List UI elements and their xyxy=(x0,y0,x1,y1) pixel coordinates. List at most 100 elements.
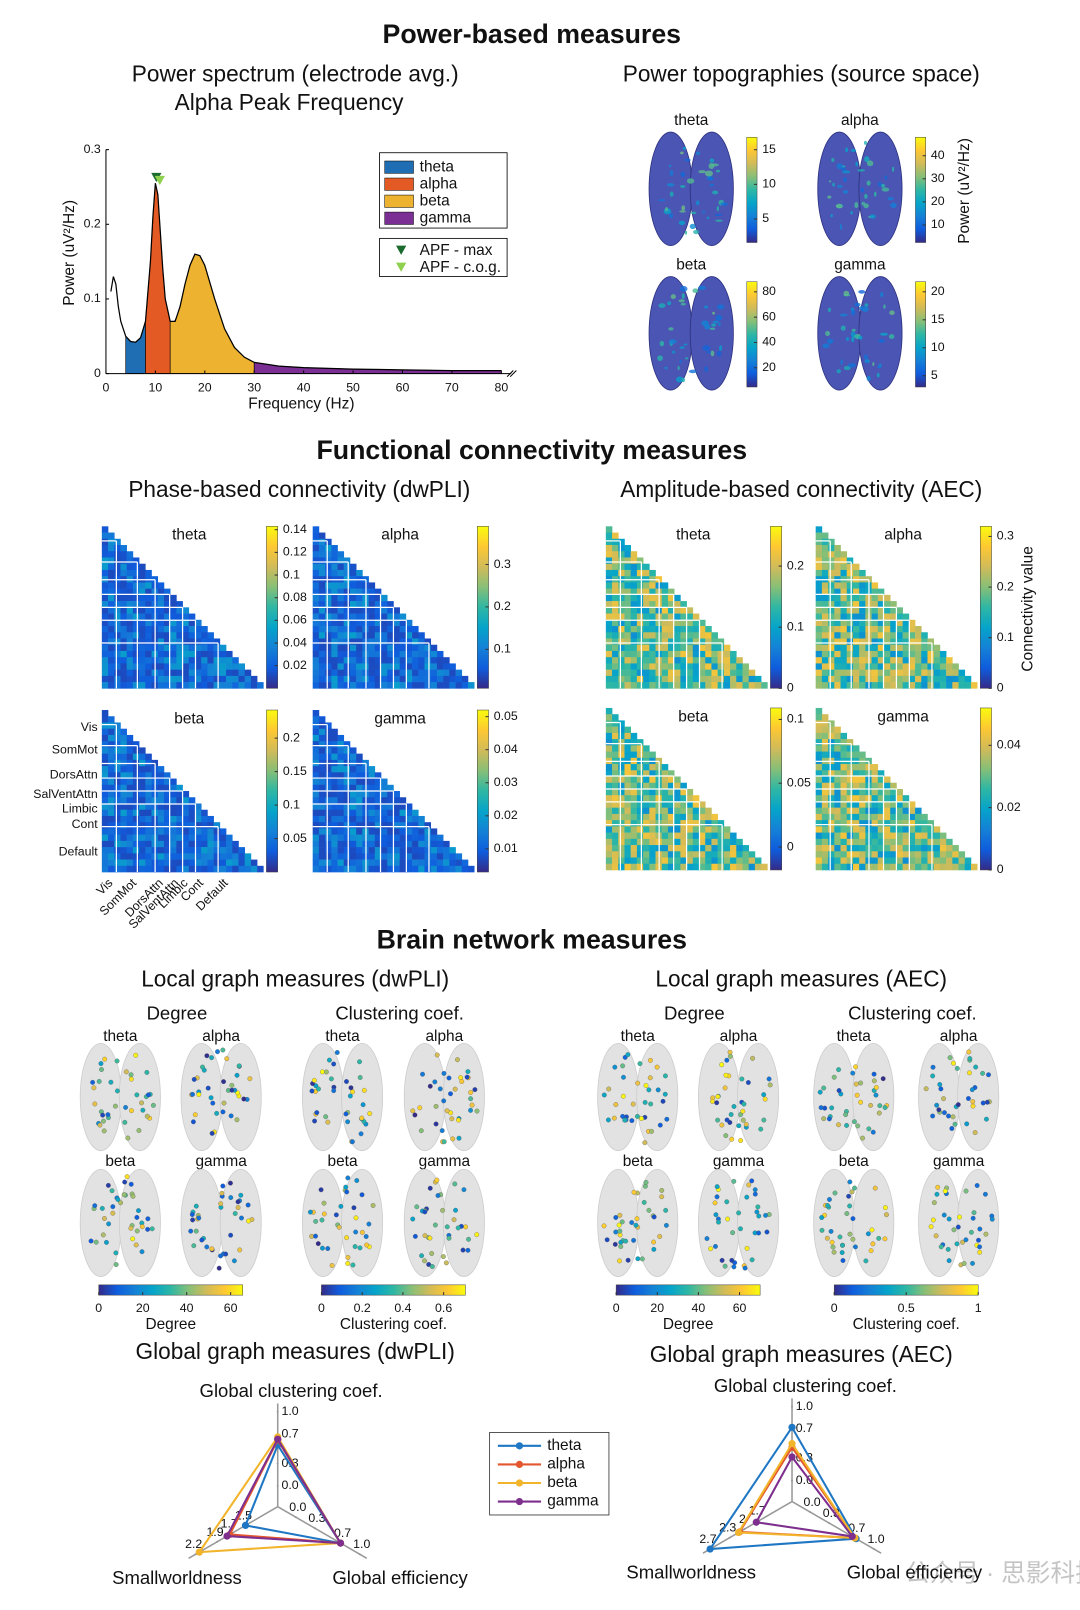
brain-node xyxy=(128,1072,134,1078)
matrix-cell xyxy=(170,865,177,873)
matrix-cell xyxy=(114,865,121,873)
matrix-cell xyxy=(120,601,127,608)
matrix-cell xyxy=(120,582,127,589)
matrix-cell xyxy=(624,569,631,577)
matrix-cell xyxy=(132,847,140,854)
matrix-cell xyxy=(108,716,115,723)
matrix-cell xyxy=(182,803,190,811)
matrix-cell xyxy=(674,813,681,821)
matrix-cell xyxy=(612,732,619,740)
matrix-cell xyxy=(170,834,177,842)
matrix-cell xyxy=(871,845,879,852)
colorbar-tick-label: 40 xyxy=(931,148,945,162)
matrix-cell xyxy=(711,663,718,670)
matrix-cell xyxy=(399,865,407,873)
matrix-cell xyxy=(742,863,750,871)
matrix-cell xyxy=(705,857,712,865)
matrix-cell xyxy=(871,657,879,664)
brain-node xyxy=(214,1110,220,1116)
brain-node xyxy=(420,1071,425,1077)
matrix-cell xyxy=(424,663,432,670)
matrix-cell xyxy=(139,601,146,608)
brain-node xyxy=(370,1203,376,1208)
matrix-cell xyxy=(821,764,829,771)
matrix-cell xyxy=(114,675,121,683)
matrix-cell xyxy=(624,751,631,759)
matrix-cell xyxy=(430,682,438,689)
matrix-cell xyxy=(674,832,681,840)
matrix-cell xyxy=(139,859,146,867)
matrix-cell xyxy=(828,857,835,865)
matrix-cell xyxy=(387,682,394,689)
brain-texture xyxy=(720,202,728,206)
matrix-cell xyxy=(170,828,177,835)
matrix-cell xyxy=(643,569,650,577)
matrix-cell xyxy=(915,644,922,652)
matrix-cell xyxy=(933,863,941,871)
matrix-cell xyxy=(213,638,221,646)
matrix-cell xyxy=(884,851,891,858)
matrix-cell xyxy=(680,613,687,621)
matrix-cell xyxy=(201,828,208,835)
brain-node xyxy=(635,1114,640,1119)
brain-node xyxy=(220,1047,226,1053)
brain-node xyxy=(739,1076,745,1082)
matrix-cell xyxy=(325,834,332,842)
matrix-cell xyxy=(244,853,252,860)
matrix-cell xyxy=(120,728,127,736)
matrix-cell xyxy=(176,847,183,854)
matrix-cell xyxy=(132,834,140,842)
brain-node xyxy=(196,1215,202,1221)
matrix-cell xyxy=(343,557,351,565)
matrix-cell xyxy=(232,865,239,873)
matrix-cell xyxy=(374,607,382,614)
matrix-cell xyxy=(393,669,400,677)
matrix-cell xyxy=(356,657,363,664)
brain-node xyxy=(123,1069,129,1075)
matrix-cell xyxy=(108,545,115,552)
brain-node xyxy=(357,1059,362,1065)
matrix-cell xyxy=(126,682,134,689)
matrix-cell xyxy=(605,788,613,796)
matrix-cell xyxy=(132,657,140,664)
matrix-cell xyxy=(226,663,233,670)
matrix-cell xyxy=(636,795,644,802)
matrix-cell xyxy=(815,707,823,715)
matrix-cell xyxy=(852,632,860,639)
matrix-cell xyxy=(692,826,700,833)
matrix-cell xyxy=(139,619,146,627)
matrix-cell xyxy=(114,791,121,798)
brain-node xyxy=(432,1222,438,1228)
colorbar-tick-label: 20 xyxy=(650,1301,664,1315)
brain-node xyxy=(858,1080,864,1086)
matrix-cell xyxy=(132,784,140,792)
colorbar-tick-label: 0.04 xyxy=(997,738,1021,752)
colorbar-tick-label: 0.12 xyxy=(283,545,307,559)
matrix-cell xyxy=(624,726,631,734)
matrix-cell xyxy=(643,619,650,627)
matrix-cell xyxy=(699,851,706,858)
colorbar-tick-label: 60 xyxy=(224,1301,238,1315)
matrix-cell xyxy=(405,815,413,823)
matrix-cell xyxy=(163,601,171,608)
matrix-cell xyxy=(157,834,165,842)
colorbar-tick-label: 0.1 xyxy=(283,567,300,581)
matrix-cell xyxy=(337,650,345,658)
brain-texture xyxy=(659,340,665,347)
brain-texture xyxy=(860,187,865,193)
network-label: DorsAttn xyxy=(50,767,98,781)
brain-node xyxy=(631,1189,637,1195)
matrix-cell xyxy=(933,826,941,833)
matrix-cell xyxy=(705,657,712,664)
brain-node xyxy=(321,1211,327,1217)
brain-node xyxy=(625,1052,631,1058)
matrix-cell xyxy=(126,828,134,835)
matrix-cell xyxy=(163,772,171,779)
brain-texture xyxy=(891,166,895,172)
brain-node xyxy=(327,1057,332,1063)
matrix-cell xyxy=(139,663,146,670)
matrix-cell xyxy=(170,791,177,798)
matrix-cell xyxy=(139,582,146,589)
matrix-cell xyxy=(612,532,619,540)
matrix-cell xyxy=(312,853,320,860)
